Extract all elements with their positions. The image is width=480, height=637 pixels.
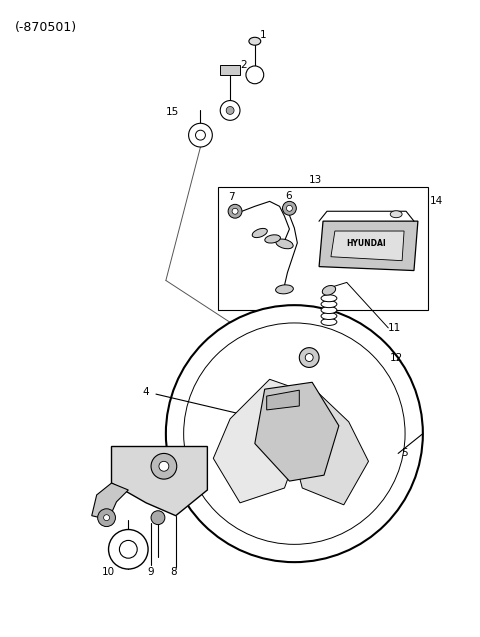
- Ellipse shape: [276, 239, 293, 248]
- Circle shape: [246, 66, 264, 83]
- Circle shape: [195, 130, 205, 140]
- Ellipse shape: [321, 318, 337, 326]
- Circle shape: [151, 511, 165, 525]
- Circle shape: [104, 515, 109, 520]
- Text: (-870501): (-870501): [14, 22, 77, 34]
- Circle shape: [120, 540, 137, 558]
- Text: 9: 9: [148, 567, 155, 577]
- Ellipse shape: [390, 211, 402, 218]
- Text: 10: 10: [102, 567, 115, 577]
- Ellipse shape: [322, 285, 336, 295]
- Circle shape: [108, 529, 148, 569]
- Circle shape: [287, 205, 292, 211]
- Ellipse shape: [321, 295, 337, 302]
- Polygon shape: [331, 231, 404, 261]
- Circle shape: [305, 354, 313, 361]
- Circle shape: [226, 106, 234, 115]
- Text: 1: 1: [260, 31, 266, 40]
- Polygon shape: [213, 379, 302, 503]
- Circle shape: [184, 323, 405, 545]
- Text: 15: 15: [166, 108, 179, 117]
- Polygon shape: [92, 483, 128, 520]
- Text: 6: 6: [286, 192, 292, 201]
- Text: 2: 2: [240, 60, 247, 70]
- Polygon shape: [218, 187, 428, 310]
- Circle shape: [232, 208, 238, 214]
- Text: 4: 4: [143, 387, 149, 397]
- Text: 13: 13: [309, 175, 323, 185]
- Ellipse shape: [321, 313, 337, 320]
- Polygon shape: [289, 384, 369, 505]
- Circle shape: [159, 461, 169, 471]
- Ellipse shape: [321, 306, 337, 313]
- Text: 7: 7: [228, 192, 235, 203]
- Polygon shape: [220, 65, 240, 75]
- Ellipse shape: [321, 301, 337, 308]
- Circle shape: [300, 348, 319, 368]
- Text: 14: 14: [430, 196, 443, 206]
- Circle shape: [228, 204, 242, 218]
- Ellipse shape: [252, 229, 267, 238]
- Polygon shape: [111, 447, 207, 516]
- Polygon shape: [267, 390, 300, 410]
- Polygon shape: [255, 382, 339, 481]
- Ellipse shape: [276, 285, 293, 294]
- Circle shape: [220, 101, 240, 120]
- Text: 12: 12: [390, 352, 404, 362]
- Circle shape: [189, 124, 212, 147]
- Ellipse shape: [265, 235, 280, 243]
- Circle shape: [97, 509, 116, 527]
- Text: HYUNDAI: HYUNDAI: [347, 240, 386, 248]
- Text: 8: 8: [170, 567, 177, 577]
- Text: 5: 5: [401, 448, 408, 459]
- Text: 11: 11: [388, 323, 401, 333]
- Circle shape: [166, 305, 423, 562]
- Ellipse shape: [249, 38, 261, 45]
- Circle shape: [283, 201, 296, 215]
- Polygon shape: [319, 221, 418, 271]
- Circle shape: [151, 454, 177, 479]
